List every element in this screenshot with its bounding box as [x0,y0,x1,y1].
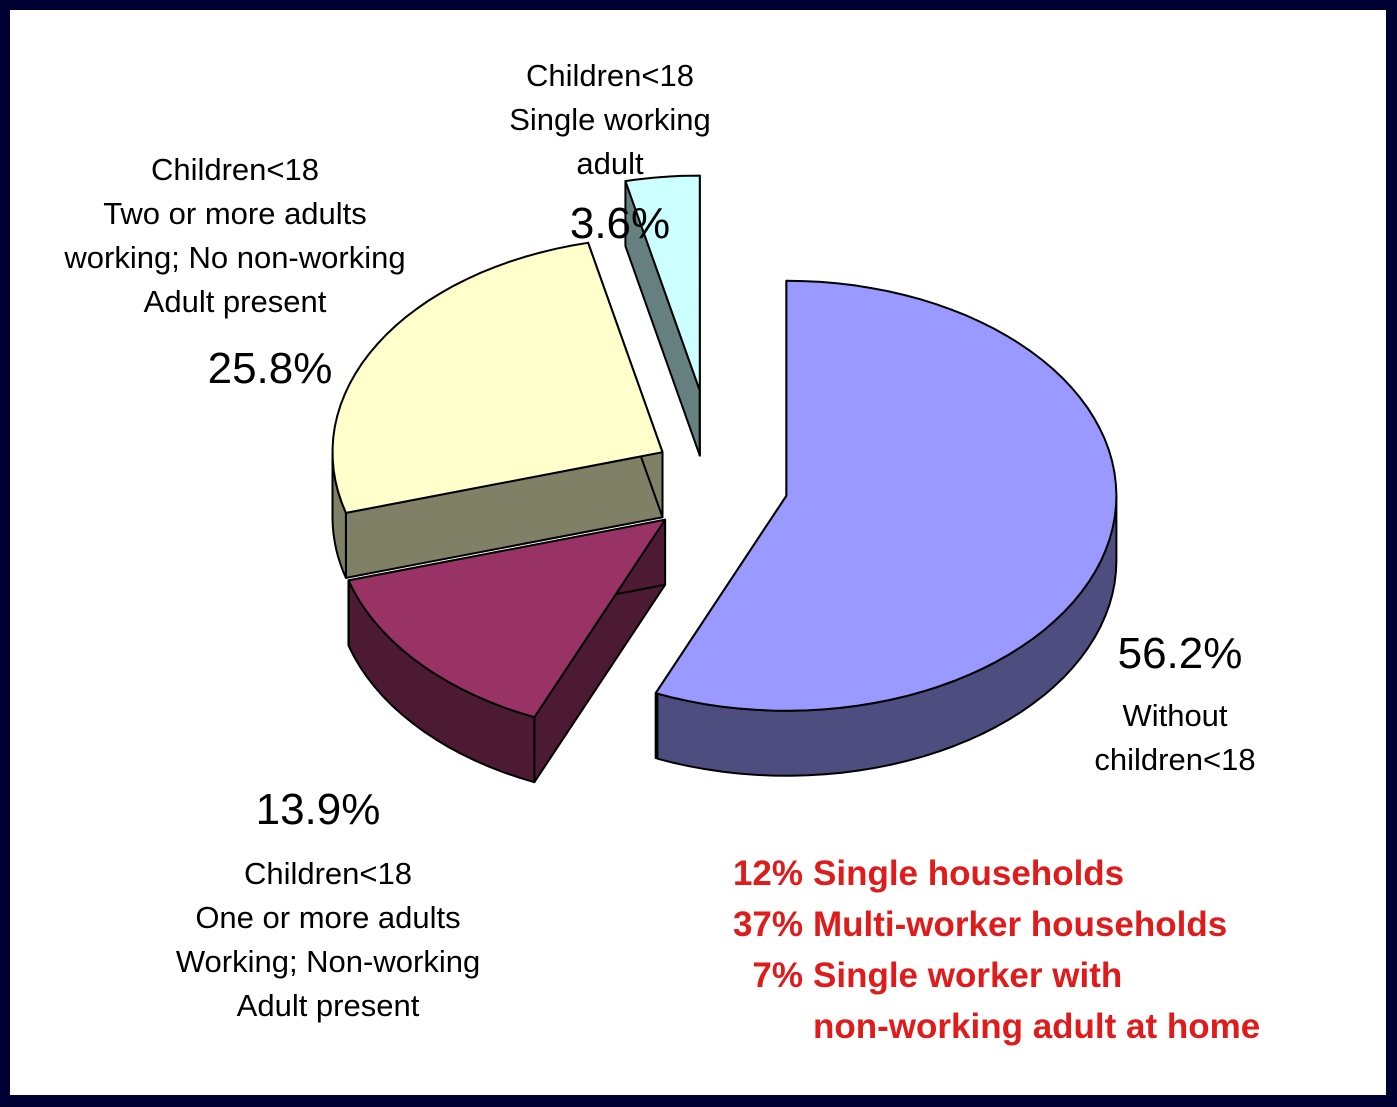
pie-slice [347,518,667,719]
note-text: Single households [813,854,1125,893]
note-text: non-working adult at home [813,1007,1261,1046]
pct-label-two-adults: 25.8% [207,344,333,393]
note-pct: 37% [732,905,803,944]
note-pct [710,1001,813,1052]
note-row: 7% Single worker with [710,950,1260,1001]
label-without-children-line1: Without [1122,698,1228,733]
label-two-adults-line4: Adult present [143,284,327,319]
label-nonworking-adult-line2: One or more adults [195,900,461,935]
note-row: 12% Single households [710,848,1260,899]
note-text: Single worker with [813,956,1123,995]
label-single-adult-line3: adult [576,146,644,181]
label-nonworking-adult-line4: Adult present [236,988,420,1023]
label-nonworking-adult-line1: Children<18 [243,856,413,891]
slide: 56.2% Without children<18 13.9% Children… [10,10,1386,1095]
pie-slice [331,241,664,514]
label-nonworking-adult-line3: Working; Non-working [175,944,481,979]
note-pct: 7% [752,956,803,995]
label-two-adults-line3: working; No non-working [64,240,406,275]
pct-label-nonworking-adult: 13.9% [255,785,381,834]
household-notes: 12% Single households 37% Multi-worker h… [710,848,1260,1052]
label-without-children-line2: children<18 [1094,742,1256,777]
note-row: 37% Multi-worker households [710,899,1260,950]
note-pct: 12% [732,854,803,893]
label-single-adult-line2: Single working [509,102,711,137]
note-text: Multi-worker households [813,905,1228,944]
pct-label-single-adult: 3.6% [569,199,671,248]
note-row: non-working adult at home [710,1001,1260,1052]
label-two-adults-line1: Children<18 [150,152,320,187]
pie-slice [624,174,701,392]
pie-slice [654,279,1118,712]
pct-label-without-children: 56.2% [1117,629,1243,678]
label-two-adults-line2: Two or more adults [103,196,367,231]
pie-chart [331,174,1118,784]
label-single-adult-line1: Children<18 [525,58,695,93]
